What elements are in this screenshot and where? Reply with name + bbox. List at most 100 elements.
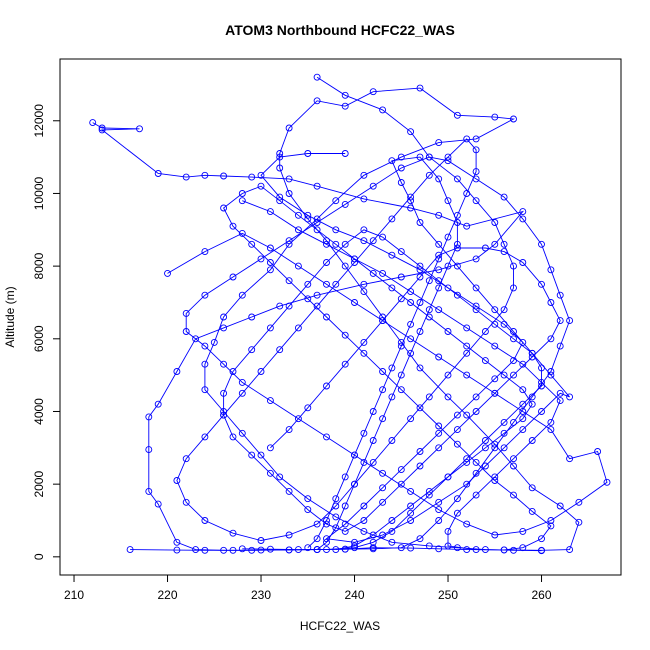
data-point bbox=[257, 546, 265, 554]
data-point bbox=[360, 226, 368, 234]
data-point bbox=[341, 240, 349, 248]
data-point bbox=[416, 364, 424, 372]
data-point bbox=[444, 393, 452, 401]
data-point bbox=[220, 204, 228, 212]
data-point bbox=[425, 153, 433, 161]
data-point bbox=[435, 429, 443, 437]
data-point bbox=[313, 73, 321, 81]
x-axis-label: HCFC22_WAS bbox=[300, 619, 380, 633]
data-point bbox=[388, 527, 396, 535]
data-point bbox=[182, 309, 190, 317]
data-point bbox=[276, 197, 284, 205]
data-point bbox=[435, 266, 443, 274]
data-point bbox=[379, 498, 387, 506]
data-point bbox=[145, 487, 153, 495]
data-point bbox=[510, 284, 517, 292]
data-point bbox=[89, 119, 97, 127]
data-point bbox=[201, 433, 209, 441]
data-point bbox=[388, 517, 396, 524]
data-point bbox=[444, 542, 452, 550]
data-point bbox=[472, 168, 480, 176]
data-point bbox=[453, 291, 461, 299]
data-point bbox=[519, 338, 527, 346]
data-point bbox=[472, 306, 480, 314]
data-point bbox=[323, 538, 330, 546]
data-point bbox=[519, 408, 527, 415]
data-point bbox=[528, 393, 536, 401]
data-point bbox=[323, 237, 330, 245]
data-point bbox=[220, 411, 228, 419]
data-point bbox=[182, 173, 190, 181]
data-point bbox=[313, 226, 321, 234]
data-point bbox=[538, 382, 545, 390]
data-point bbox=[323, 517, 330, 524]
data-point bbox=[407, 335, 415, 343]
data-point bbox=[313, 520, 321, 528]
data-point bbox=[472, 458, 480, 466]
data-point bbox=[266, 244, 274, 252]
data-point bbox=[575, 518, 583, 526]
data-point bbox=[444, 527, 452, 535]
data-point bbox=[519, 400, 527, 408]
data-point bbox=[266, 208, 274, 216]
data-point bbox=[444, 233, 452, 241]
data-point bbox=[566, 317, 574, 325]
data-point bbox=[500, 418, 508, 426]
data-point bbox=[425, 393, 433, 401]
data-point bbox=[313, 219, 321, 226]
data-point bbox=[453, 175, 461, 183]
data-point bbox=[556, 342, 564, 350]
data-point bbox=[566, 393, 574, 401]
data-point bbox=[435, 251, 443, 259]
data-point bbox=[435, 240, 443, 248]
data-point bbox=[556, 291, 564, 299]
data-point bbox=[491, 473, 499, 481]
data-point bbox=[407, 197, 415, 205]
data-point bbox=[463, 455, 471, 463]
data-point bbox=[379, 484, 387, 492]
data-point bbox=[435, 517, 443, 524]
data-point bbox=[369, 437, 377, 444]
data-point bbox=[201, 517, 209, 524]
data-point bbox=[248, 313, 256, 321]
data-point bbox=[351, 451, 358, 459]
data-point bbox=[435, 506, 443, 514]
data-point bbox=[379, 269, 387, 277]
x-tick-label: 240 bbox=[345, 588, 365, 602]
data-point bbox=[285, 175, 293, 183]
data-point bbox=[313, 302, 321, 310]
data-point bbox=[201, 248, 209, 256]
data-point bbox=[416, 404, 424, 412]
data-point bbox=[332, 280, 340, 288]
data-point bbox=[547, 335, 555, 343]
data-point bbox=[481, 462, 489, 470]
data-point bbox=[360, 280, 368, 288]
data-point bbox=[463, 411, 471, 419]
data-point bbox=[603, 478, 611, 486]
data-point bbox=[407, 320, 415, 328]
data-point bbox=[397, 371, 405, 379]
data-point bbox=[472, 408, 480, 415]
data-point bbox=[491, 531, 499, 539]
data-point bbox=[351, 544, 358, 552]
data-point bbox=[266, 266, 274, 274]
data-point bbox=[360, 288, 368, 296]
data-point bbox=[425, 542, 433, 550]
data-point bbox=[360, 171, 368, 179]
data-point bbox=[313, 97, 321, 105]
data-point bbox=[294, 262, 302, 270]
data-point bbox=[566, 455, 574, 463]
data-point bbox=[491, 320, 499, 328]
data-point bbox=[154, 170, 162, 177]
data-point bbox=[220, 313, 228, 321]
data-point bbox=[294, 211, 302, 219]
data-point bbox=[351, 542, 358, 550]
data-point bbox=[472, 302, 480, 310]
data-point bbox=[453, 426, 461, 434]
data-point bbox=[388, 393, 396, 401]
y-tick-label: 4000 bbox=[32, 398, 46, 425]
data-point bbox=[519, 208, 527, 216]
data-point bbox=[360, 338, 368, 346]
data-point bbox=[351, 480, 358, 488]
data-point bbox=[136, 125, 143, 133]
